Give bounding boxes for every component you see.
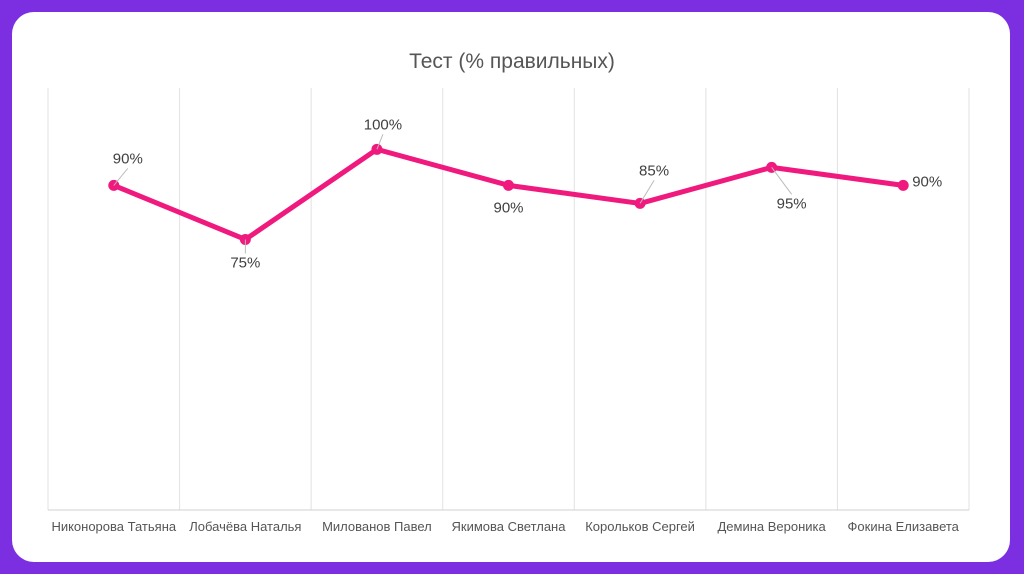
data-label: 100% <box>364 116 402 133</box>
chart-card <box>12 12 1010 562</box>
label-leader <box>639 180 655 204</box>
chart-title: Тест (% правильных) <box>409 50 615 73</box>
data-label: 75% <box>230 254 260 271</box>
data-label: 90% <box>113 150 143 167</box>
label-leader <box>771 167 793 195</box>
category-label: Никонорова Татьяна <box>51 519 176 534</box>
data-label: 95% <box>777 195 807 212</box>
category-label: Корольков Сергей <box>585 519 695 534</box>
label-leader <box>113 168 129 186</box>
data-label: 90% <box>912 173 942 190</box>
data-point <box>503 179 514 191</box>
category-label: Лобачёва Наталья <box>189 519 301 534</box>
data-point <box>897 179 909 191</box>
category-label: Фокина Елизавета <box>848 519 960 534</box>
data-label: 90% <box>493 199 523 216</box>
category-label: Демина Вероника <box>718 519 827 534</box>
category-label: Милованов Павел <box>322 519 432 534</box>
category-label: Якимова Светлана <box>452 519 567 534</box>
label-leader <box>376 134 384 150</box>
data-label: 85% <box>639 162 669 179</box>
